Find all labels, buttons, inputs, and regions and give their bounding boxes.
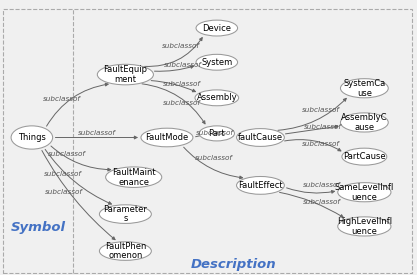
Ellipse shape [236, 177, 284, 194]
Text: subclassof: subclassof [43, 96, 81, 102]
Text: subclassof: subclassof [163, 81, 201, 87]
Ellipse shape [141, 128, 193, 147]
Text: subclassof: subclassof [303, 182, 340, 188]
Text: HighLevelInfl
uence: HighLevelInfl uence [337, 217, 392, 236]
Ellipse shape [196, 20, 238, 36]
Text: subclassof: subclassof [304, 124, 342, 130]
Text: subclassof: subclassof [302, 141, 340, 147]
Ellipse shape [195, 90, 239, 106]
Ellipse shape [106, 167, 162, 188]
Text: subclassof: subclassof [163, 100, 201, 106]
Ellipse shape [199, 126, 234, 141]
Text: FaultMode: FaultMode [145, 133, 188, 142]
Text: subclassof: subclassof [44, 170, 82, 177]
Text: Description: Description [191, 258, 276, 271]
Text: faultCause: faultCause [238, 133, 283, 142]
Text: Assembly: Assembly [196, 93, 237, 102]
Text: FaultMaint
enance: FaultMaint enance [112, 168, 156, 186]
Text: Part: Part [208, 129, 225, 138]
Ellipse shape [99, 205, 151, 223]
Text: FaultEffect: FaultEffect [238, 181, 283, 190]
Text: subclassof: subclassof [195, 155, 233, 161]
Text: SameLevelInfl
uence: SameLevelInfl uence [335, 183, 394, 202]
Text: Things: Things [18, 133, 46, 142]
Text: SystemCa
use: SystemCa use [343, 79, 385, 98]
Text: subclassof: subclassof [45, 189, 83, 195]
Text: FaultEquip
ment: FaultEquip ment [103, 65, 147, 84]
Ellipse shape [11, 126, 53, 149]
Text: subclassof: subclassof [164, 62, 202, 68]
Text: Device: Device [202, 24, 231, 32]
Text: AssemblyC
ause: AssemblyC ause [341, 113, 388, 132]
Ellipse shape [342, 148, 387, 165]
Text: PartCause: PartCause [343, 152, 386, 161]
Text: subclassof: subclassof [303, 199, 341, 205]
Ellipse shape [338, 217, 391, 236]
Text: subclassof: subclassof [78, 130, 116, 136]
Ellipse shape [236, 129, 284, 146]
Ellipse shape [196, 54, 238, 70]
Ellipse shape [99, 242, 151, 260]
Ellipse shape [340, 79, 388, 98]
Text: subclassof: subclassof [162, 43, 200, 49]
Text: subclassof: subclassof [301, 107, 339, 113]
Text: Symbol: Symbol [10, 221, 65, 234]
Ellipse shape [97, 64, 153, 85]
Ellipse shape [338, 183, 391, 202]
Ellipse shape [340, 113, 388, 132]
Text: subclassof: subclassof [48, 151, 86, 157]
Text: FaultPhen
omenon: FaultPhen omenon [105, 242, 146, 260]
Text: System: System [201, 58, 232, 67]
Text: subclassof: subclassof [196, 130, 234, 136]
Text: Parameter
s: Parameter s [103, 205, 147, 224]
